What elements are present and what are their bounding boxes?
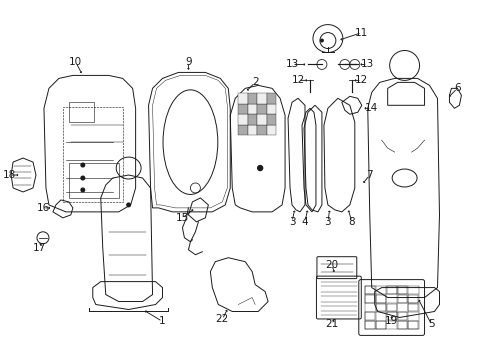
Text: 21: 21 <box>325 319 338 329</box>
Bar <box>69 163 119 198</box>
Text: 5: 5 <box>427 319 434 329</box>
Bar <box>407 303 417 311</box>
Circle shape <box>126 202 131 207</box>
Bar <box>238 114 247 125</box>
Bar <box>266 104 276 114</box>
Bar <box>266 93 276 104</box>
Circle shape <box>81 188 84 192</box>
Text: 16: 16 <box>36 203 49 213</box>
Text: 8: 8 <box>348 217 354 227</box>
Bar <box>365 295 374 303</box>
Bar <box>266 125 276 135</box>
Bar <box>238 104 247 114</box>
Text: 12: 12 <box>291 75 304 85</box>
Bar <box>375 303 385 311</box>
Bar <box>247 104 257 114</box>
Bar <box>407 295 417 303</box>
Bar <box>365 286 374 294</box>
Bar <box>397 312 407 320</box>
Text: 12: 12 <box>354 75 367 85</box>
Text: 14: 14 <box>365 103 378 113</box>
Text: 9: 9 <box>185 58 191 67</box>
Text: 17: 17 <box>32 243 45 253</box>
Text: 19: 19 <box>384 316 397 327</box>
Text: 2: 2 <box>251 77 258 87</box>
Text: 10: 10 <box>69 58 82 67</box>
Bar <box>407 321 417 329</box>
Bar <box>238 125 247 135</box>
Text: 20: 20 <box>325 260 338 270</box>
Bar <box>257 93 266 104</box>
Bar <box>375 295 385 303</box>
Text: 1: 1 <box>159 316 165 327</box>
Bar <box>397 286 407 294</box>
Bar <box>397 295 407 303</box>
Bar <box>238 93 247 104</box>
Circle shape <box>319 39 323 42</box>
Circle shape <box>257 166 262 171</box>
Text: 3: 3 <box>288 217 295 227</box>
Text: 3: 3 <box>324 217 330 227</box>
Bar <box>386 286 396 294</box>
Text: 13: 13 <box>285 59 298 69</box>
Bar <box>257 104 266 114</box>
Circle shape <box>81 176 84 180</box>
Bar <box>397 321 407 329</box>
Bar <box>386 312 396 320</box>
Text: 18: 18 <box>2 170 16 180</box>
Bar <box>257 114 266 125</box>
Bar <box>69 102 94 122</box>
Bar <box>247 125 257 135</box>
Bar <box>365 321 374 329</box>
Circle shape <box>81 163 84 167</box>
Bar <box>386 303 396 311</box>
Bar <box>266 114 276 125</box>
Text: 4: 4 <box>301 217 307 227</box>
Bar <box>247 114 257 125</box>
Text: 22: 22 <box>215 314 228 324</box>
Text: 15: 15 <box>176 213 189 223</box>
Bar <box>257 125 266 135</box>
Text: 6: 6 <box>453 84 460 93</box>
Bar <box>365 312 374 320</box>
Bar <box>247 93 257 104</box>
Bar <box>375 321 385 329</box>
Text: 13: 13 <box>361 59 374 69</box>
Text: 7: 7 <box>366 170 372 180</box>
Bar <box>63 107 122 202</box>
Text: 11: 11 <box>354 28 367 37</box>
